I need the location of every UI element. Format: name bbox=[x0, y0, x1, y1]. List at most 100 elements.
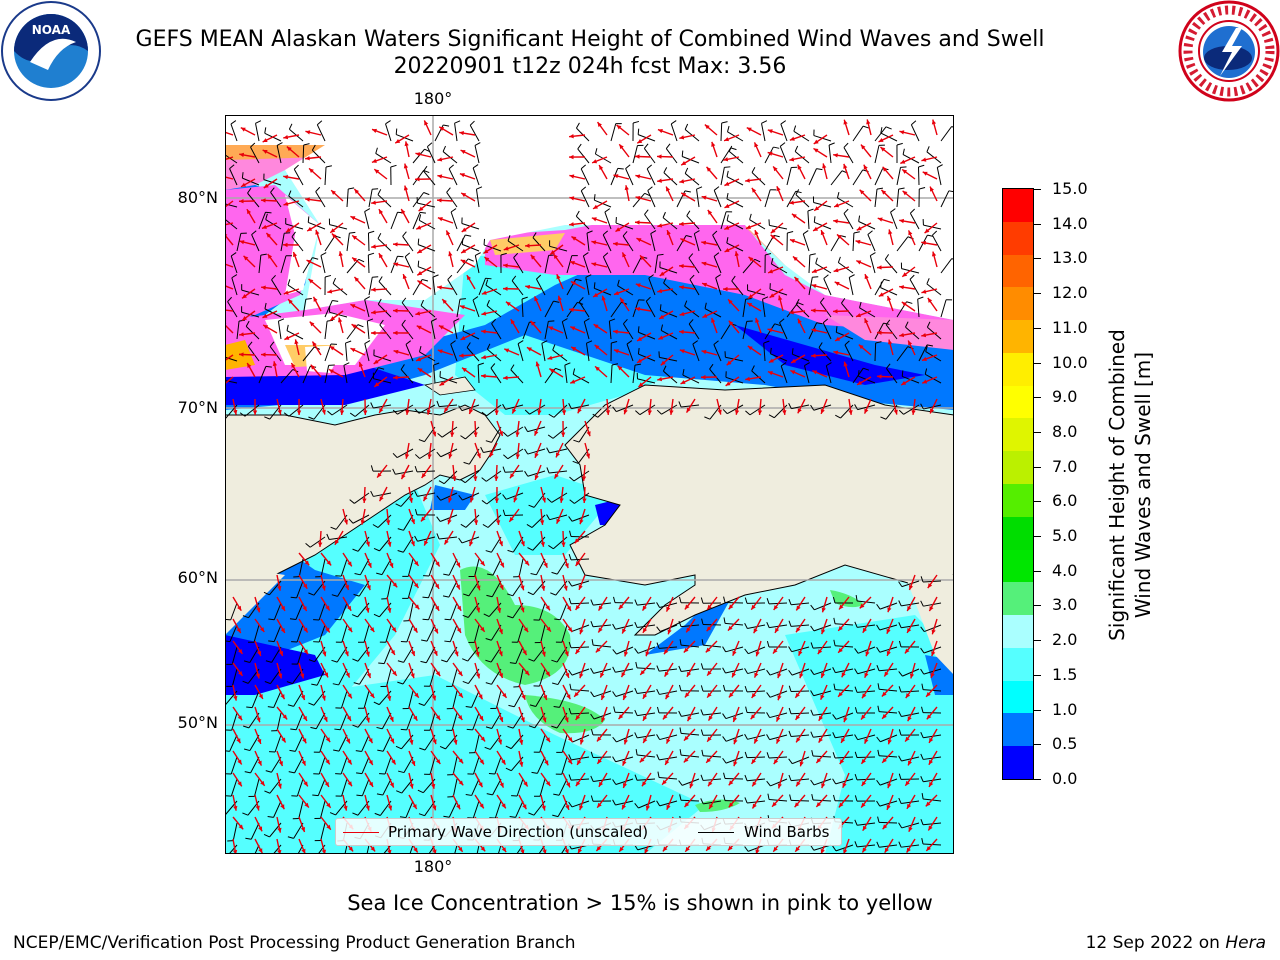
wave-direction-arrowhead bbox=[659, 271, 665, 276]
wind-barb-feather bbox=[810, 779, 815, 786]
wind-barb-feather bbox=[766, 669, 771, 676]
wave-direction-arrowhead bbox=[417, 271, 423, 276]
wind-barb-feather bbox=[700, 709, 704, 716]
wave-direction-arrowhead bbox=[728, 692, 734, 698]
wave-direction-arrowhead bbox=[321, 849, 326, 854]
wave-direction-arrowhead bbox=[901, 380, 907, 386]
wave-direction-arrowhead bbox=[393, 242, 398, 247]
wind-barb-feather bbox=[835, 414, 841, 419]
wave-direction-arrowhead bbox=[410, 651, 416, 657]
wind-barb-feather bbox=[855, 595, 858, 602]
wind-barb-feather bbox=[685, 234, 693, 238]
colorbar-tick-label: 9.0 bbox=[1052, 387, 1078, 407]
wind-barb-feather bbox=[246, 706, 253, 709]
wind-barb-feather bbox=[920, 403, 924, 410]
wave-direction-arrowhead bbox=[548, 326, 554, 331]
wind-barb bbox=[317, 778, 326, 796]
wave-direction-arrowhead bbox=[818, 715, 823, 721]
wind-barb bbox=[236, 233, 242, 252]
wave-direction-arrowhead bbox=[865, 651, 870, 657]
wind-barb-feather bbox=[678, 620, 682, 627]
wind-barb bbox=[804, 365, 810, 384]
colorbar-tick-label: 3.0 bbox=[1052, 595, 1078, 615]
wave-direction-arrowhead bbox=[546, 626, 551, 632]
wind-barb-feather bbox=[527, 591, 534, 596]
wind-barb-feather bbox=[460, 523, 467, 528]
wave-direction-arrowhead bbox=[354, 189, 360, 194]
wave-direction-arrowhead bbox=[266, 232, 272, 238]
wind-barb bbox=[367, 254, 370, 274]
wind-barb-feather bbox=[353, 682, 360, 685]
wind-barb-feather bbox=[906, 301, 913, 304]
wind-barb bbox=[813, 668, 832, 676]
wave-direction-arrowhead bbox=[858, 344, 864, 350]
wave-direction-arrowhead bbox=[930, 186, 934, 192]
wave-direction-arrowhead bbox=[368, 781, 374, 787]
wave-direction-arrowhead bbox=[389, 782, 394, 788]
wave-direction-arrowhead bbox=[579, 739, 585, 745]
wind-barb-feather bbox=[853, 231, 860, 234]
wind-barb-feather bbox=[245, 320, 250, 327]
wind-barb-feather bbox=[364, 340, 371, 344]
wind-barb bbox=[825, 365, 832, 384]
wave-direction-arrowhead bbox=[280, 694, 285, 700]
wave-direction-arrowhead bbox=[579, 519, 584, 525]
wind-barb-feather bbox=[432, 274, 439, 278]
wind-barb bbox=[432, 277, 436, 296]
wave-direction-arrowhead bbox=[457, 671, 463, 676]
wind-barb bbox=[443, 470, 458, 485]
wave-direction-arrowhead bbox=[475, 673, 481, 679]
wave-direction-arrowhead bbox=[560, 432, 566, 437]
wind-barb-feather bbox=[562, 318, 568, 323]
wave-direction-arrowhead bbox=[848, 410, 853, 415]
wind-barb bbox=[748, 646, 766, 655]
wind-barb-feather bbox=[311, 683, 318, 686]
wave-direction-arrowhead bbox=[571, 236, 577, 241]
wind-barb-feather bbox=[484, 746, 491, 750]
wind-barb bbox=[316, 124, 326, 142]
wind-barb-feather bbox=[650, 230, 657, 234]
wind-barb-feather bbox=[617, 167, 624, 170]
wind-barb bbox=[451, 712, 458, 731]
chart-subtitle: 20220901 t12z 024h fcst Max: 3.56 bbox=[393, 54, 787, 79]
wave-direction-arrowhead bbox=[899, 130, 905, 135]
wind-barb-feather bbox=[524, 448, 529, 455]
wave-direction-arrowhead bbox=[237, 781, 242, 787]
wave-direction-arrowhead bbox=[701, 349, 707, 355]
wind-barb bbox=[513, 257, 524, 274]
wind-barb bbox=[650, 233, 656, 252]
wind-barb-feather bbox=[689, 274, 695, 280]
wind-barb bbox=[276, 712, 282, 731]
wave-direction-arrowhead bbox=[327, 289, 333, 294]
wave-direction-arrowhead bbox=[284, 335, 290, 340]
wind-barb-feather bbox=[643, 143, 649, 149]
wave-direction-arrowhead bbox=[360, 519, 365, 525]
wind-barb-feather bbox=[811, 750, 814, 757]
wave-direction-arrowhead bbox=[657, 178, 662, 183]
wave-direction-arrowhead bbox=[302, 738, 307, 744]
wind-barb bbox=[231, 712, 238, 731]
wind-barb-feather bbox=[684, 123, 689, 130]
wave-direction-arrowhead bbox=[635, 154, 640, 159]
wind-barb-feather bbox=[656, 754, 660, 761]
wind-barb-feather bbox=[461, 238, 464, 245]
wind-barb-feather bbox=[247, 341, 253, 347]
wind-barb-feather bbox=[287, 279, 291, 286]
wind-barb-feather bbox=[364, 296, 371, 300]
wind-barb-feather bbox=[612, 736, 617, 743]
wave-direction-arrowhead bbox=[796, 737, 801, 743]
wave-direction-arrowhead bbox=[369, 627, 375, 633]
wave-direction-arrowhead bbox=[755, 651, 760, 657]
wind-barb-feather bbox=[696, 186, 703, 190]
wave-direction-arrowhead bbox=[577, 408, 582, 414]
wind-barb bbox=[402, 236, 414, 252]
wind-barb bbox=[368, 277, 373, 296]
wind-barb-feather bbox=[351, 614, 358, 618]
wave-direction-arrowhead bbox=[523, 781, 528, 787]
wave-direction-arrowhead bbox=[378, 209, 384, 215]
wave-direction-arrowhead bbox=[683, 647, 689, 653]
wave-direction-arrowhead bbox=[435, 671, 441, 677]
wave-direction-arrowhead bbox=[755, 317, 760, 323]
wind-barb-feather bbox=[305, 298, 312, 300]
wind-barb-feather bbox=[242, 615, 249, 619]
